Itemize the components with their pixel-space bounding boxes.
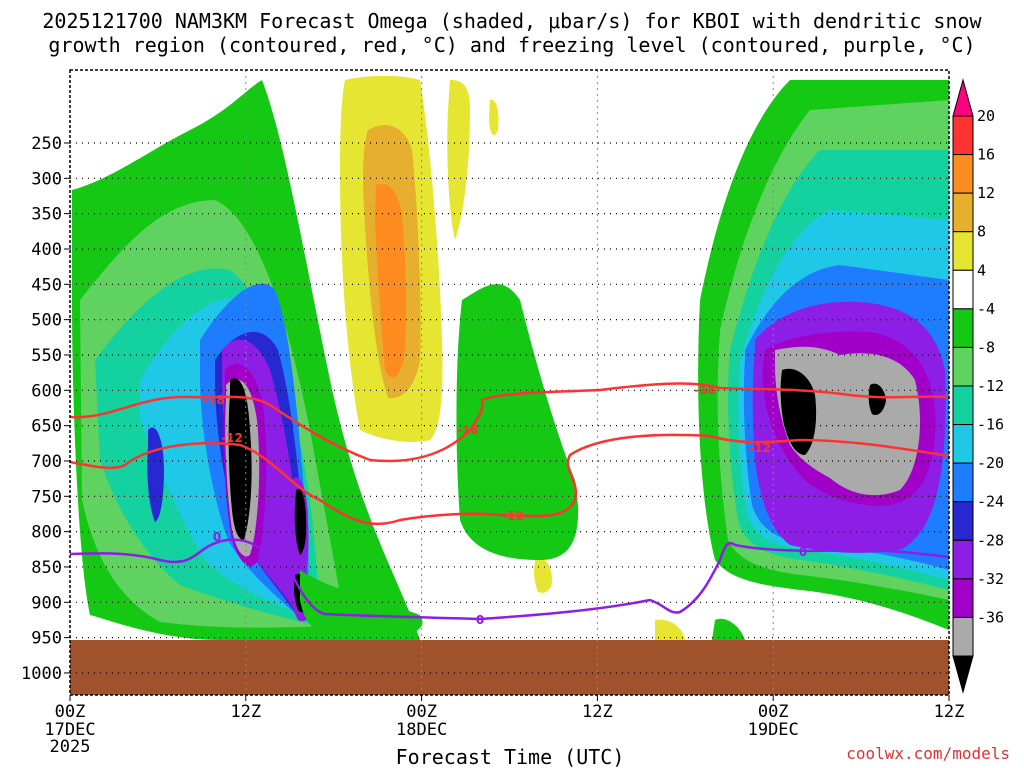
colorbar-swatch xyxy=(952,578,974,618)
x-tick-date: 18DEC xyxy=(396,720,447,740)
x-axis-label: Forecast Time (UTC) xyxy=(396,745,625,768)
colorbar-swatch xyxy=(952,501,974,541)
y-tick-label: 800 xyxy=(31,523,62,543)
colorbar-label: -24 xyxy=(977,493,1004,511)
y-tick-label: 850 xyxy=(31,558,62,578)
colorbar-swatch xyxy=(952,192,974,233)
contour-labels: -18 -12 -18 -12 -18 -12 0 0 0 xyxy=(203,383,807,627)
x-tick-date: 17DEC xyxy=(44,720,95,740)
dgz-label-5: -18 xyxy=(694,383,716,397)
colorbar-label: -8 xyxy=(977,338,995,356)
freezing-level-contours xyxy=(70,538,949,621)
y-tick-label: 750 xyxy=(31,487,62,507)
y-tick-label: 950 xyxy=(31,629,62,649)
colorbar-swatch xyxy=(952,115,974,156)
ground-terrain xyxy=(70,640,949,695)
x-tick-label: 00Z xyxy=(55,702,86,722)
colorbar-swatch xyxy=(952,462,974,503)
y-tick-label: 1000 xyxy=(21,664,62,684)
colorbar-swatch xyxy=(952,231,974,271)
freezing-level-contour-0 xyxy=(70,538,949,621)
colorbar-label: -28 xyxy=(977,531,1004,549)
colorbar-swatch xyxy=(952,346,974,387)
dgz-contour-minus-12 xyxy=(70,433,949,526)
y-tick-label: 600 xyxy=(31,381,62,401)
colorbar-swatch xyxy=(952,539,974,580)
x-tick-label: 12Z xyxy=(582,702,613,722)
y-tick-label: 250 xyxy=(31,134,62,154)
frz-label-1: 0 xyxy=(213,530,221,544)
omega-shading xyxy=(72,75,949,640)
colorbar-bottom-arrow xyxy=(952,655,974,694)
x-tick-label: 00Z xyxy=(406,702,437,722)
y-tick-label: 650 xyxy=(31,417,62,437)
colorbar-label: 4 xyxy=(977,261,986,279)
y-tick-label: 500 xyxy=(31,311,62,331)
dgz-contour-minus-18 xyxy=(70,382,949,463)
colorbar-label: 20 xyxy=(977,107,995,125)
dgz-label-1: -18 xyxy=(203,393,225,407)
colorbar-label: -12 xyxy=(977,377,1004,395)
colorbar-label: -4 xyxy=(977,300,995,318)
y-tick-label: 700 xyxy=(31,452,62,472)
x-tick-label: 12Z xyxy=(230,702,261,722)
y-tick-label: 350 xyxy=(31,205,62,225)
colorbar-swatch xyxy=(952,616,974,657)
x-tick-label: 12Z xyxy=(934,702,965,722)
time-gridlines xyxy=(245,70,774,695)
credit-text: coolwx.com/models xyxy=(846,744,1010,763)
x-tick-label: 00Z xyxy=(758,702,789,722)
x-tick-date: 19DEC xyxy=(748,720,799,740)
colorbar-label: -20 xyxy=(977,454,1004,472)
colorbar-swatch xyxy=(952,269,974,310)
colorbar-swatch xyxy=(952,424,974,464)
dgz-label-2: -12 xyxy=(221,431,243,445)
chart-title-line-1: 2025121700 NAM3KM Forecast Omega (shaded… xyxy=(42,9,982,33)
colorbar-label: 16 xyxy=(977,146,995,164)
colorbar-swatch xyxy=(952,308,974,348)
y-tick-label: 450 xyxy=(31,275,62,295)
plot-frame xyxy=(69,69,950,696)
y-tick-label: 550 xyxy=(31,346,62,366)
colorbar-label: -32 xyxy=(977,570,1004,588)
colorbar-top-arrow xyxy=(952,78,974,117)
colorbar-label: -16 xyxy=(977,416,1004,434)
dgz-contours xyxy=(70,382,949,526)
y-tick-label: 400 xyxy=(31,240,62,260)
colorbar-swatch xyxy=(952,385,974,426)
frz-label-3: 0 xyxy=(799,545,807,559)
dgz-label-4: -12 xyxy=(502,509,524,523)
colorbar-label: 8 xyxy=(977,223,986,241)
y-tick-label: 300 xyxy=(31,169,62,189)
colorbar-label: 12 xyxy=(977,184,995,202)
y-tick-label: 900 xyxy=(31,593,62,613)
dgz-label-3: -18 xyxy=(457,423,479,437)
chart-title-line-2: growth region (contoured, red, °C) and f… xyxy=(48,33,975,57)
colorbar-swatch xyxy=(952,154,974,194)
frz-label-2: 0 xyxy=(476,613,484,627)
dgz-label-6: -12 xyxy=(749,441,771,455)
y-axis: 250 300 350 400 450 500 550 600 650 700 750 800 850 9… xyxy=(21,134,70,684)
colorbar: 20 16 12 8 4 -4 -8 -12 -16 -20 -24 -28 -32 -36 xyxy=(952,78,1004,694)
colorbar-label: -36 xyxy=(977,608,1004,626)
x-tick-year: 2025 xyxy=(50,737,91,757)
